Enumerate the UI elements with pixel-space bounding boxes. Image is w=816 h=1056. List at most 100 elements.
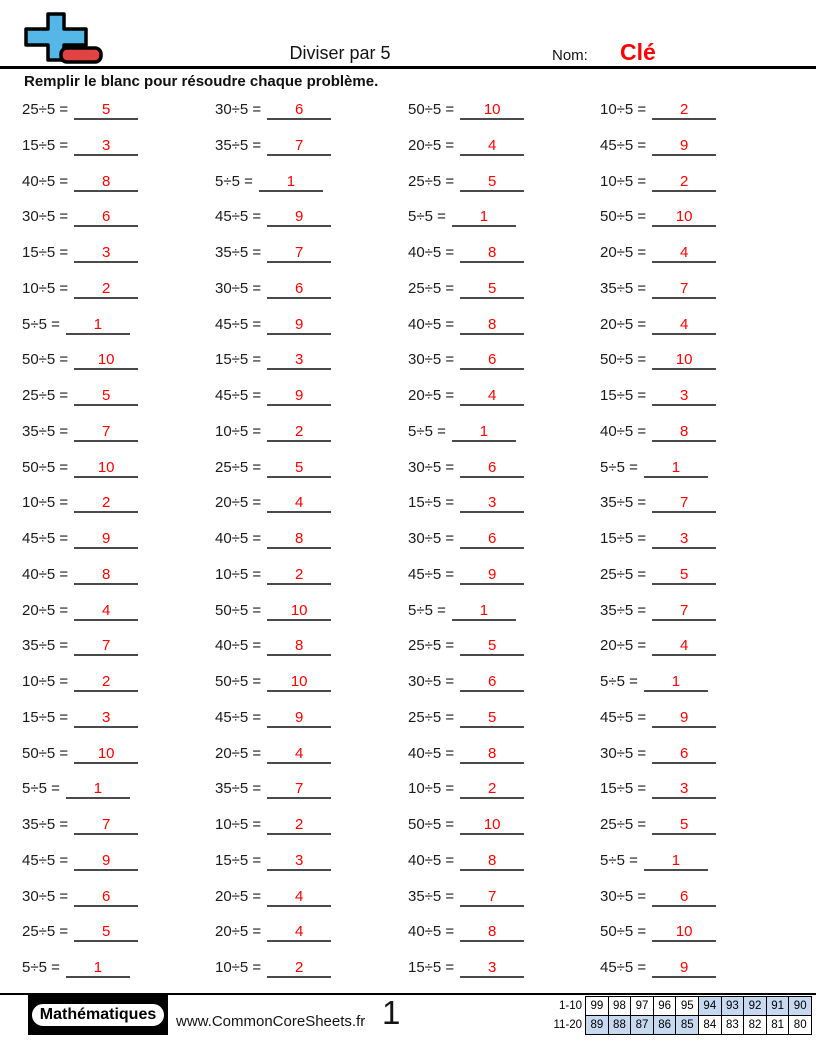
problem-expression: 35÷5 = bbox=[600, 279, 647, 297]
problem: 5÷5 = 1 bbox=[408, 203, 600, 239]
answer-blank: 7 bbox=[267, 137, 332, 156]
problem: 50÷5 = 10 bbox=[22, 740, 215, 776]
problem-expression: 5÷5 = bbox=[600, 851, 638, 869]
answer-blank: 2 bbox=[460, 780, 525, 800]
problem: 45÷5 = 9 bbox=[22, 525, 215, 561]
problem-expression: 25÷5 = bbox=[600, 816, 647, 833]
problem: 15÷5 = 3 bbox=[22, 704, 215, 740]
problem-expression: 35÷5 = bbox=[215, 244, 262, 261]
problem-expression: 35÷5 = bbox=[22, 637, 69, 655]
answer-blank: 7 bbox=[652, 280, 717, 299]
answer-blank: 10 bbox=[267, 602, 332, 621]
problem: 50÷5 = 10 bbox=[215, 668, 408, 704]
problem: 40÷5 = 8 bbox=[408, 239, 600, 275]
answer-blank: 8 bbox=[460, 244, 525, 263]
answer-blank: 8 bbox=[460, 316, 525, 335]
problem-expression: 10÷5 = bbox=[215, 959, 262, 976]
problem: 10÷5 = 2 bbox=[215, 954, 408, 990]
answer-blank: 5 bbox=[460, 709, 525, 728]
problem-expression: 20÷5 = bbox=[215, 887, 262, 905]
problem-expression: 15÷5 = bbox=[408, 494, 455, 512]
problem: 15÷5 = 3 bbox=[22, 239, 215, 275]
problem-expression: 30÷5 = bbox=[22, 208, 69, 226]
answer-blank: 6 bbox=[460, 530, 525, 549]
problems-grid: 25÷5 = 5 30÷5 = 6 50÷5 = 10 10÷5 = 2 15÷5 = 3 35÷5… bbox=[22, 96, 802, 990]
answer-blank: 1 bbox=[643, 852, 708, 871]
problem-expression: 40÷5 = bbox=[408, 851, 455, 869]
score-cell: 84 bbox=[698, 1015, 722, 1035]
problem: 40÷5 = 8 bbox=[408, 847, 600, 883]
problem-expression: 30÷5 = bbox=[215, 101, 262, 118]
problem-expression: 5÷5 = bbox=[22, 315, 60, 333]
answer-blank: 6 bbox=[460, 673, 525, 692]
problem-expression: 25÷5 = bbox=[600, 565, 647, 583]
problem: 40÷5 = 8 bbox=[215, 632, 408, 668]
score-row: 1-10 99 98 97 96 95 94 93 92 91 90 bbox=[550, 996, 812, 1016]
problem-expression: 15÷5 = bbox=[600, 530, 647, 547]
problem-expression: 50÷5 = bbox=[600, 923, 647, 941]
problem: 25÷5 = 5 bbox=[22, 918, 215, 954]
answer-blank: 7 bbox=[74, 423, 139, 442]
answer-blank: 1 bbox=[451, 602, 516, 621]
answer-blank: 5 bbox=[652, 816, 717, 835]
answer-blank: 10 bbox=[74, 745, 139, 764]
brand-box: Mathématiques bbox=[28, 995, 168, 1035]
score-cell: 90 bbox=[788, 996, 812, 1016]
score-cell: 92 bbox=[743, 996, 767, 1016]
problem-expression: 45÷5 = bbox=[600, 708, 647, 726]
problem-expression: 45÷5 = bbox=[215, 208, 262, 226]
brand-logo bbox=[24, 12, 106, 71]
answer-blank: 4 bbox=[460, 137, 525, 156]
score-cell: 93 bbox=[720, 996, 745, 1016]
answer-blank: 2 bbox=[652, 101, 717, 120]
answer-blank: 6 bbox=[652, 745, 717, 764]
problem: 35÷5 = 7 bbox=[408, 883, 600, 919]
problem-expression: 20÷5 = bbox=[215, 744, 262, 762]
score-cell: 81 bbox=[765, 1015, 790, 1035]
answer-blank: 3 bbox=[267, 852, 332, 871]
problem: 25÷5 = 5 bbox=[408, 704, 600, 740]
problem: 15÷5 = 3 bbox=[215, 847, 408, 883]
problem-expression: 45÷5 = bbox=[408, 565, 455, 583]
problem: 35÷5 = 7 bbox=[215, 775, 408, 811]
problem: 10÷5 = 2 bbox=[215, 811, 408, 847]
problem-expression: 25÷5 = bbox=[408, 279, 455, 297]
problem: 30÷5 = 6 bbox=[408, 346, 600, 382]
problem-expression: 35÷5 = bbox=[215, 136, 262, 154]
score-cell: 87 bbox=[630, 1015, 654, 1035]
problem-expression: 5÷5 = bbox=[408, 601, 446, 619]
problem: 10÷5 = 2 bbox=[215, 418, 408, 454]
problem: 20÷5 = 4 bbox=[215, 740, 408, 776]
problem: 5÷5 = 1 bbox=[600, 668, 793, 704]
problem: 45÷5 = 9 bbox=[600, 954, 793, 990]
answer-blank: 2 bbox=[74, 494, 139, 514]
answer-blank: 2 bbox=[267, 566, 332, 585]
problem: 50÷5 = 10 bbox=[600, 203, 793, 239]
problem-expression: 10÷5 = bbox=[408, 780, 455, 798]
answer-blank: 3 bbox=[652, 387, 717, 406]
problem-expression: 30÷5 = bbox=[215, 279, 262, 297]
answer-blank: 3 bbox=[460, 959, 525, 978]
problem: 50÷5 = 10 bbox=[22, 346, 215, 382]
problem-expression: 50÷5 = bbox=[22, 458, 69, 476]
problem-expression: 20÷5 = bbox=[600, 244, 647, 261]
brand-name: Mathématiques bbox=[28, 1001, 168, 1029]
problem-expression: 25÷5 = bbox=[22, 923, 69, 941]
problem-expression: 15÷5 = bbox=[215, 851, 262, 869]
problem-expression: 40÷5 = bbox=[408, 923, 455, 941]
problem: 35÷5 = 7 bbox=[600, 489, 793, 525]
website-url: www.CommonCoreSheets.fr bbox=[176, 1013, 366, 1030]
answer-blank: 10 bbox=[652, 208, 717, 228]
problem-expression: 5÷5 = bbox=[22, 780, 60, 798]
problem-expression: 35÷5 = bbox=[600, 494, 647, 512]
answer-blank: 7 bbox=[652, 494, 717, 514]
problem-expression: 15÷5 = bbox=[22, 708, 69, 726]
problem-expression: 10÷5 = bbox=[215, 816, 262, 833]
problem-expression: 30÷5 = bbox=[600, 744, 647, 762]
problem-expression: 50÷5 = bbox=[215, 673, 262, 690]
problem: 25÷5 = 5 bbox=[408, 168, 600, 204]
problem-expression: 50÷5 = bbox=[22, 351, 69, 369]
answer-blank: 9 bbox=[460, 566, 525, 585]
problem-expression: 40÷5 = bbox=[408, 744, 455, 762]
problem: 20÷5 = 4 bbox=[22, 597, 215, 633]
